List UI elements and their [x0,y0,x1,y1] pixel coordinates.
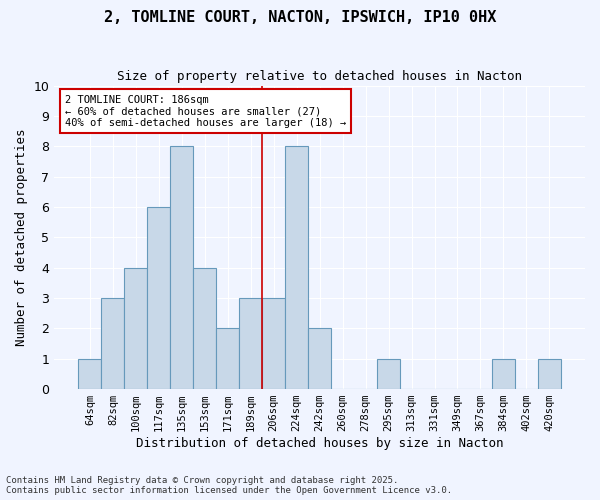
Text: 2 TOMLINE COURT: 186sqm
← 60% of detached houses are smaller (27)
40% of semi-de: 2 TOMLINE COURT: 186sqm ← 60% of detache… [65,94,346,128]
Bar [79,358,101,389]
Bar [101,298,124,389]
Bar [148,207,170,389]
Bar [492,358,515,389]
Title: Size of property relative to detached houses in Nacton: Size of property relative to detached ho… [117,70,522,83]
X-axis label: Distribution of detached houses by size in Nacton: Distribution of detached houses by size … [136,437,503,450]
Bar [193,268,216,389]
Bar [262,298,285,389]
Bar [308,328,331,389]
Bar [239,298,262,389]
Bar [538,358,561,389]
Y-axis label: Number of detached properties: Number of detached properties [15,128,28,346]
Bar [216,328,239,389]
Text: Contains HM Land Registry data © Crown copyright and database right 2025.
Contai: Contains HM Land Registry data © Crown c… [6,476,452,495]
Text: 2, TOMLINE COURT, NACTON, IPSWICH, IP10 0HX: 2, TOMLINE COURT, NACTON, IPSWICH, IP10 … [104,10,496,25]
Bar [124,268,148,389]
Bar [377,358,400,389]
Bar [285,146,308,389]
Bar [170,146,193,389]
